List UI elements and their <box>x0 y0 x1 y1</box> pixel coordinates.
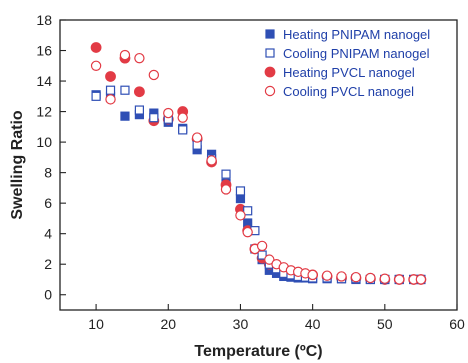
y-tick-label: 4 <box>44 226 52 242</box>
data-point <box>134 105 144 115</box>
data-point <box>379 273 391 284</box>
data-point <box>191 132 203 143</box>
y-tick-label: 6 <box>44 195 52 211</box>
data-point <box>336 271 347 282</box>
data-point <box>365 272 376 284</box>
legend-label: Cooling PNIPAM nanogel <box>283 46 430 61</box>
data-point <box>242 226 253 238</box>
y-tick-label: 10 <box>36 134 52 150</box>
data-point <box>134 52 145 64</box>
data-point <box>307 269 318 281</box>
data-point <box>120 111 130 121</box>
data-point <box>235 193 246 204</box>
data-point <box>221 169 231 179</box>
x-tick-label: 20 <box>160 316 176 332</box>
y-axis-title: Swelling Ratio <box>9 110 26 220</box>
data-point <box>235 186 246 196</box>
x-tick-label: 60 <box>449 316 465 332</box>
axis-ticks: 10 20 30 40 50 60 0 2 4 6 8 10 12 14 16 18 <box>36 12 465 332</box>
data-point <box>243 206 253 216</box>
data-point <box>177 112 188 123</box>
data-point <box>163 107 174 119</box>
y-tick-label: 18 <box>36 12 52 28</box>
data-point <box>235 210 246 221</box>
data-point <box>206 155 217 166</box>
x-tick-label: 30 <box>233 316 249 332</box>
data-point <box>90 42 102 53</box>
legend-label: Heating PVCL nanogel <box>283 65 415 80</box>
data-point <box>119 49 131 61</box>
y-tick-label: 12 <box>36 104 52 120</box>
x-axis-title: Temperature (ºC) <box>194 343 322 360</box>
legend-label: Cooling PVCL nanogel <box>283 84 414 99</box>
data-point <box>178 125 188 135</box>
y-tick-label: 0 <box>44 287 52 303</box>
data-point <box>91 91 101 101</box>
data-point <box>264 254 275 265</box>
legend-marker <box>264 66 276 78</box>
data-point <box>120 85 130 95</box>
data-point <box>394 274 405 285</box>
data-point <box>149 113 159 123</box>
x-tick-label: 10 <box>88 316 104 332</box>
y-tick-label: 8 <box>44 165 52 181</box>
y-tick-label: 16 <box>36 43 52 59</box>
data-point <box>105 71 116 82</box>
legend-marker <box>265 48 275 58</box>
y-tick-label: 14 <box>36 73 52 89</box>
data-point <box>90 60 102 71</box>
x-tick-label: 50 <box>377 316 393 332</box>
data-point <box>415 274 427 285</box>
x-tick-label: 40 <box>305 316 321 332</box>
legend-marker <box>265 29 275 39</box>
data-point <box>321 270 333 281</box>
data-point <box>148 69 160 81</box>
legend-marker <box>264 85 276 97</box>
y-tick-label: 2 <box>44 256 52 272</box>
data-point <box>105 85 116 95</box>
plot-frame <box>59 19 458 311</box>
series-3 <box>90 49 427 285</box>
data-point <box>220 184 232 195</box>
data-point <box>105 94 116 105</box>
data-point <box>350 271 362 283</box>
data-point <box>256 240 268 252</box>
legend-label: Heating PNIPAM nanogel <box>283 27 430 42</box>
legend: Heating PNIPAM nanogel Cooling PNIPAM nan… <box>264 27 430 99</box>
data-point <box>133 86 145 98</box>
plot-series <box>90 42 427 285</box>
